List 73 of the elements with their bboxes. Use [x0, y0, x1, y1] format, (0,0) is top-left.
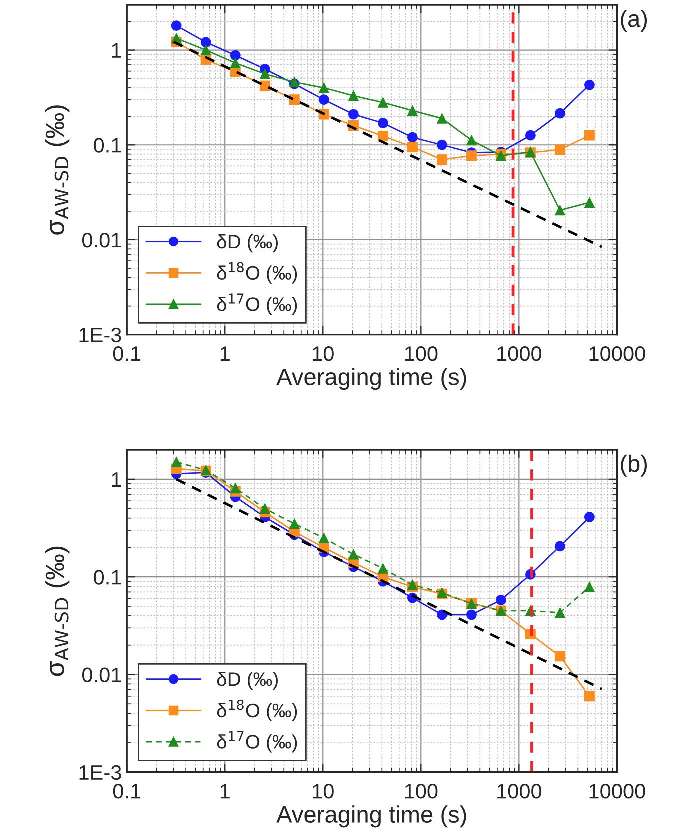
x-tick-label: 1: [220, 346, 230, 362]
x-tick-label: 100: [405, 346, 438, 362]
point: [260, 504, 270, 514]
x-axis-title: Averaging time (s): [276, 806, 466, 828]
point: [260, 68, 270, 80]
point: [407, 132, 418, 143]
point: [584, 198, 595, 208]
x-tick-label: 1: [220, 784, 230, 799]
point: [407, 142, 418, 152]
y-tick-label: 1: [112, 472, 122, 488]
x-tick-label: 1000: [498, 346, 542, 362]
y-axis-title: σ$_{AW-SD}$ (‰): [45, 106, 70, 235]
point: [378, 97, 388, 108]
point: [436, 113, 448, 124]
x-tick-label: 100: [405, 784, 438, 799]
point: [348, 90, 359, 102]
point: [230, 58, 241, 68]
point: [554, 541, 566, 552]
x-tick-label: 1000: [498, 784, 542, 799]
y-tick-label: 0.01: [82, 668, 122, 682]
legend-label: δ$^{17}$O (‰): [217, 294, 298, 316]
x-tick-label: 10: [313, 346, 334, 362]
point: [200, 45, 212, 56]
point: [378, 563, 388, 574]
y-tick-label: 1: [112, 43, 122, 58]
legend-label: δ$^{18}$O (‰): [217, 262, 298, 284]
text: (a): [621, 10, 648, 32]
point: [466, 610, 477, 620]
point: [318, 94, 330, 106]
point: [554, 108, 566, 119]
point: [554, 205, 566, 216]
x-tick-label: 10000: [590, 346, 646, 362]
point: [466, 135, 477, 146]
text: (b): [621, 454, 648, 477]
x-tick-label: 10: [313, 784, 334, 799]
y-tick-label: 0.01: [82, 232, 122, 248]
y-tick-label: 0.1: [94, 570, 122, 585]
point: [200, 37, 212, 48]
point: [525, 130, 536, 141]
point: [554, 608, 566, 618]
point: [554, 144, 566, 156]
point: [466, 150, 477, 162]
point: [436, 140, 448, 150]
point: [318, 82, 330, 94]
point: [378, 131, 388, 142]
point: [171, 457, 182, 468]
legend-label: δ$^{17}$O (‰): [217, 731, 298, 753]
point: [407, 106, 418, 116]
point: [318, 533, 330, 544]
x-tick-label: 10000: [590, 784, 646, 799]
point: [289, 518, 300, 530]
point: [584, 512, 595, 522]
point: [378, 118, 388, 128]
point: [584, 582, 595, 592]
y-tick-label: 1E-3: [80, 765, 122, 780]
x-axis-title: Averaging time (s): [276, 368, 466, 390]
legend-label: δD (‰): [217, 234, 278, 253]
legend-label: δD (‰): [217, 672, 278, 690]
point: [348, 109, 359, 120]
point: [584, 691, 595, 702]
legend-label: δ$^{18}$O (‰): [217, 700, 298, 722]
point: [436, 154, 448, 166]
point: [171, 20, 182, 32]
point: [584, 80, 595, 90]
y-tick-label: 1E-3: [80, 328, 122, 343]
point: [496, 594, 506, 606]
point: [554, 651, 566, 662]
point: [230, 483, 241, 494]
point: [584, 130, 595, 141]
point: [348, 549, 359, 560]
y-tick-label: 0.1: [94, 138, 122, 153]
y-axis-title: σ$_{AW-SD}$ (‰): [45, 546, 70, 676]
point: [230, 50, 241, 61]
